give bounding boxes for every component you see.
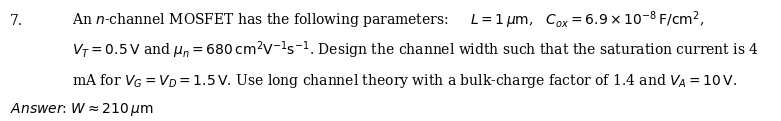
Text: An $n$-channel MOSFET has the following parameters:     $L=1\,\mu\mathrm{m}$,   : An $n$-channel MOSFET has the following … — [72, 9, 704, 31]
Text: $V_{T}=0.5\,\mathrm{V}$ and $\mu_{n}=680\,\mathrm{cm}^{2}\mathrm{V}^{-1}\mathrm{: $V_{T}=0.5\,\mathrm{V}$ and $\mu_{n}=680… — [72, 39, 759, 61]
Text: 7.: 7. — [10, 14, 23, 28]
Text: $\mathit{Answer}$: $\mathit{W}\approx210\,\mu\mathrm{m}$: $\mathit{Answer}$: $\mathit{W}\approx210… — [10, 101, 154, 118]
Text: mA for $V_{G}=V_{D}=1.5\,\mathrm{V}$. Use long channel theory with a bulk-charge: mA for $V_{G}=V_{D}=1.5\,\mathrm{V}$. Us… — [72, 72, 737, 90]
